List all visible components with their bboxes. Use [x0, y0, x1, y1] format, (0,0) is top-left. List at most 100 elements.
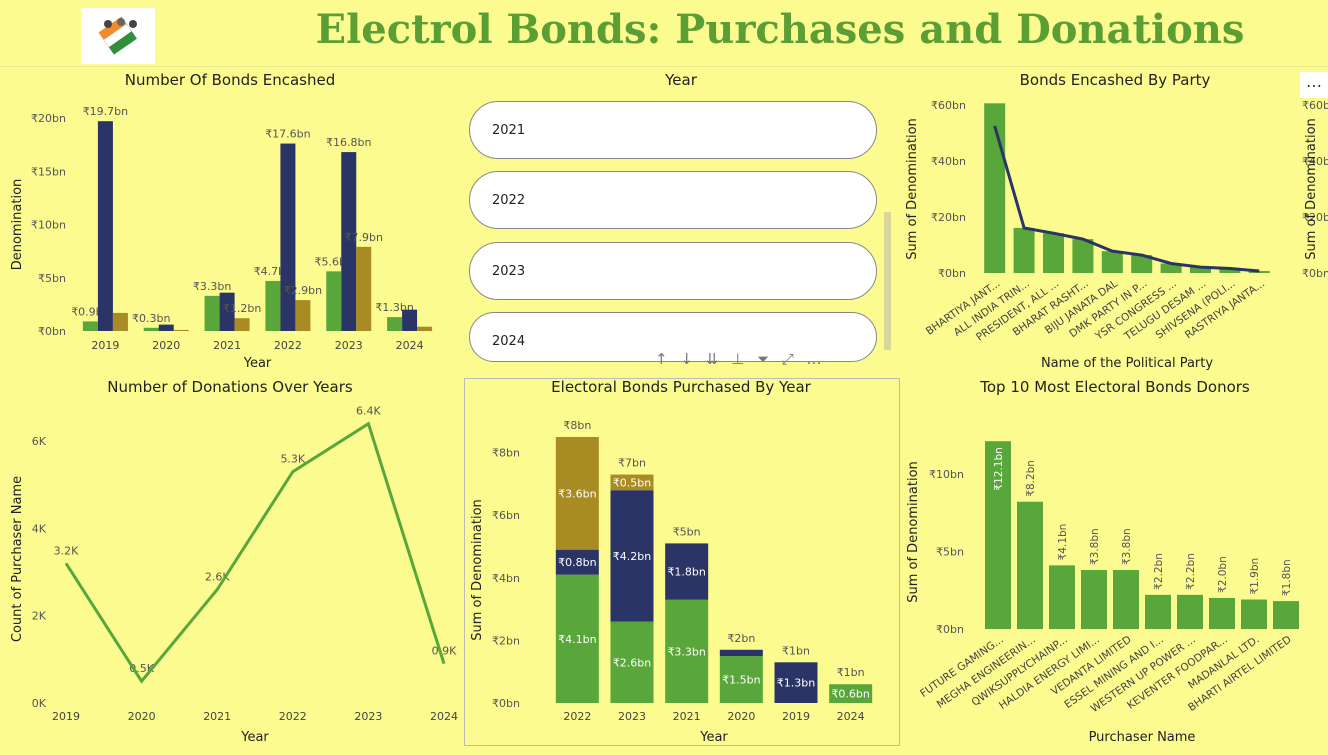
data-label: ₹3.3bn: [667, 645, 705, 658]
total-label: ₹1bn: [782, 644, 810, 657]
bar: [356, 246, 372, 331]
y-axis-title: Sum of Denomination: [906, 461, 921, 603]
bar: [1190, 267, 1211, 273]
panel-year-slicer: Year: [462, 68, 900, 373]
x-axis-title: Year: [240, 730, 269, 745]
slicer-scrollbar[interactable]: [884, 212, 891, 350]
filter-icon[interactable]: ⏷: [756, 350, 773, 368]
y-tick-label: ₹20bn: [931, 211, 966, 224]
panel-donations-over-years[interactable]: Number of Donations Over Years 0K 2K 4K 6K C…: [0, 375, 460, 751]
more-options-button[interactable]: …: [1300, 72, 1328, 98]
bar: [1043, 233, 1064, 273]
x-tick-label: 2020: [727, 710, 755, 723]
data-label: ₹1.8bn: [1281, 559, 1293, 596]
stacked-bar-segment: [555, 549, 599, 575]
y-tick-label: ₹15bn: [31, 165, 66, 178]
bar: [1131, 255, 1153, 273]
y-axis-title: Count of Purchaser Name: [10, 476, 25, 642]
bar: [402, 309, 418, 331]
bonds-by-party-chart: ₹0bn ₹20bn ₹40bn ₹60bn ₹0bn ₹20bn ₹40bn ₹60bn Su…: [905, 99, 1328, 371]
stacked-bar-segment: [610, 474, 654, 491]
bar: [387, 317, 403, 331]
y-tick-label: ₹5bn: [38, 272, 66, 285]
bar: [143, 327, 159, 331]
total-label: ₹1bn: [837, 666, 865, 679]
data-label: ₹1.2bn: [223, 302, 261, 315]
data-label: ₹2.6bn: [613, 656, 651, 669]
y2-axis-title: Sum of Denomination: [1304, 118, 1319, 260]
expand-hierarchy-icon[interactable]: ⊥: [731, 350, 749, 368]
data-label: ₹0.5bn: [613, 476, 651, 489]
bar: [173, 329, 189, 331]
bar: [280, 143, 296, 331]
data-label: ₹2.0bn: [1217, 556, 1229, 593]
x-tick-label: 2022: [563, 710, 591, 723]
x-tick-label: 2019: [52, 710, 80, 723]
stacked-bar-segment: [610, 621, 654, 703]
x-tick-label: 2023: [618, 710, 646, 723]
bar: [97, 121, 113, 331]
data-label: ₹2.2bn: [1185, 553, 1197, 590]
y-tick-label: ₹40bn: [931, 155, 966, 168]
x-tick-label: 2019: [782, 710, 810, 723]
data-label: ₹0.6bn: [831, 688, 869, 701]
panel-top-donors[interactable]: Top 10 Most Electoral Bonds Donors ₹0bn ₹…: [902, 375, 1328, 751]
bar: [1273, 601, 1299, 629]
y2-tick-label: ₹40bn: [1302, 155, 1328, 168]
y-tick-label: 2K: [32, 610, 47, 623]
bar: [234, 318, 250, 331]
y-tick-label: ₹0bn: [936, 623, 964, 636]
data-label: ₹3.6bn: [558, 487, 596, 500]
bar: [1209, 597, 1235, 629]
y-tick-label: ₹10bn: [31, 219, 66, 232]
panel-bonds-by-party[interactable]: Bonds Encashed By Party ₹0bn ₹20bn ₹40bn ₹6…: [902, 68, 1328, 373]
slicer-item-2024[interactable]: 2024: [469, 312, 877, 362]
bar: [204, 295, 220, 331]
bar: [1177, 594, 1203, 629]
bonds-purchased-chart: ₹0bn ₹2bn ₹4bn ₹6bn ₹8bn Sum of Denomination Y…: [470, 419, 873, 745]
x-tick-label: 2022: [279, 710, 307, 723]
expand-next-level-icon[interactable]: ⇊: [705, 350, 723, 368]
total-label: ₹8bn: [563, 419, 591, 432]
data-label: ₹1.3bn: [777, 677, 815, 690]
chart-title: Top 10 Most Electoral Bonds Donors: [980, 378, 1250, 396]
y-tick-label: ₹20bn: [31, 112, 66, 125]
x-tick-label: 2021: [213, 339, 241, 352]
x-tick-label: 2024: [396, 339, 424, 352]
focus-mode-icon[interactable]: ⤢: [781, 350, 798, 368]
panel-bonds-purchased[interactable]: Electoral Bonds Purchased By Year ₹0bn ₹2…: [462, 375, 900, 751]
election-logo: [81, 8, 155, 64]
y-tick-label: ₹60bn: [931, 99, 966, 112]
chart-title: Electoral Bonds Purchased By Year: [551, 378, 811, 396]
bar: [326, 271, 342, 331]
stacked-bar-segment: [719, 649, 763, 657]
panel-bonds-encashed[interactable]: Number Of Bonds Encashed ₹0bn ₹5bn ₹10bn ₹1…: [0, 68, 460, 373]
stacked-bar-segment: [665, 599, 709, 703]
total-label: ₹2bn: [727, 632, 755, 645]
x-axis-title: Year: [699, 730, 728, 745]
data-label: ₹0.3bn: [132, 312, 170, 325]
data-label: 5.3K: [280, 453, 305, 466]
y-axis-title: Denomination: [10, 179, 25, 271]
slicer-item-2022[interactable]: 2022: [469, 171, 877, 229]
bar: [341, 152, 357, 331]
y-tick-label: ₹0bn: [492, 697, 520, 710]
bar: [1241, 599, 1267, 629]
bar: [1049, 565, 1075, 629]
bar: [219, 292, 235, 331]
more-options-icon[interactable]: …: [806, 350, 826, 368]
bar: [1160, 263, 1182, 273]
bar: [1013, 227, 1035, 273]
slicer-item-2021[interactable]: 2021: [469, 101, 877, 159]
bar: [82, 321, 98, 331]
drill-down-icon[interactable]: ↓: [680, 350, 697, 368]
data-label: ₹1.5bn: [722, 674, 760, 687]
x-tick-label: 2022: [274, 339, 302, 352]
slicer-item-2023[interactable]: 2023: [469, 242, 877, 300]
drill-up-icon[interactable]: ↑: [655, 350, 672, 368]
bar: [1101, 251, 1123, 273]
data-label: 0.9K: [432, 645, 457, 658]
data-label: ₹8.2bn: [1025, 460, 1037, 497]
x-axis-title: Year: [243, 356, 272, 371]
y-tick-label: ₹4bn: [492, 572, 520, 585]
